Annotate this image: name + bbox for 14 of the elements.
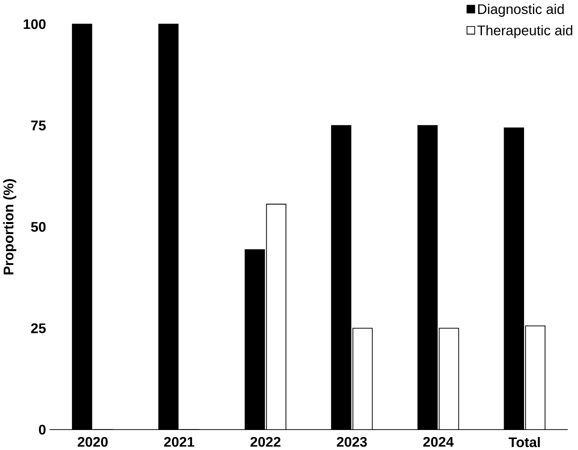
y-axis-title: Proportion (%): [3, 178, 16, 274]
x-tick-label: 2023: [336, 436, 367, 447]
y-tick-label: 25: [31, 323, 46, 333]
y-tick-label: 0: [38, 424, 46, 434]
x-tick-label: 2021: [164, 436, 194, 447]
legend-label: Diagnostic aid: [478, 4, 564, 17]
y-tick-label: 75: [31, 120, 46, 130]
x-tick-label: 2022: [250, 436, 280, 447]
y-tick-label: 100: [24, 18, 46, 29]
x-tick-label: 2024: [423, 436, 454, 447]
y-tick-label: 50: [31, 222, 46, 232]
x-tick-label: Total: [508, 436, 540, 447]
x-tick-label: 2020: [78, 436, 108, 447]
legend-label: Therapeutic aid: [477, 24, 572, 38]
